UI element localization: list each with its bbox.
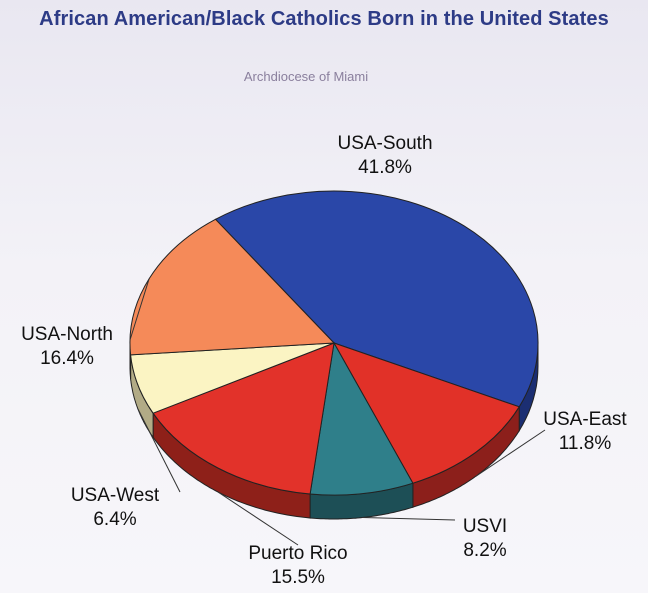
slice-name: USA-East xyxy=(543,409,627,430)
leader-line-puerto-rico xyxy=(217,491,299,546)
leader-line-usa-east xyxy=(475,429,546,477)
leader-lines xyxy=(129,278,546,546)
slice-usvi xyxy=(309,341,414,496)
slice-name: USA-West xyxy=(70,485,160,506)
slice-label-usa-north: USA-North 16.4% xyxy=(2,323,132,371)
chart-subtitle: Archdiocese of Miami xyxy=(243,69,369,84)
slice-name: USA-South xyxy=(337,133,433,154)
slice-label-usvi: USVI 8.2% xyxy=(440,515,530,563)
slice-percent: 6.4% xyxy=(93,509,137,530)
slice-name: Puerto Rico xyxy=(248,543,348,564)
slice-percent: 8.2% xyxy=(463,540,507,561)
slice-usa-east xyxy=(332,342,520,484)
slice-percent: 41.8% xyxy=(358,157,412,178)
slice-usa-south xyxy=(214,190,539,408)
pie-slices xyxy=(129,190,539,496)
slice-name: USA-North xyxy=(21,324,113,345)
leader-line-usa-west xyxy=(137,408,181,493)
slice-label-puerto-rico: Puerto Rico 15.5% xyxy=(228,542,368,590)
slice-usa-north xyxy=(129,218,336,356)
slice-percent: 11.8% xyxy=(558,433,612,454)
chart-title: African American/Black Catholics Born in… xyxy=(39,8,609,30)
slice-label-usa-west: USA-West 6.4% xyxy=(50,484,180,532)
leader-line-usa-north xyxy=(129,278,150,341)
slice-percent: 15.5% xyxy=(271,567,325,588)
slice-label-usa-east: USA-East 11.8% xyxy=(525,408,645,456)
slice-label-usa-south: USA-South 41.8% xyxy=(300,132,470,180)
slice-percent: 16.4% xyxy=(40,348,94,369)
slice-name: USVI xyxy=(462,516,508,537)
slice-puerto-rico xyxy=(152,342,335,495)
leader-line-usvi xyxy=(362,517,456,521)
